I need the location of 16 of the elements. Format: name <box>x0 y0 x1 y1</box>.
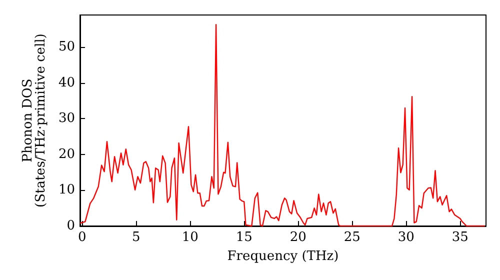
x-tick-label: 10 <box>182 230 198 245</box>
y-axis-title: Phonon DOS (States/THz·primitive cell) <box>20 33 49 208</box>
x-tick-label: 20 <box>290 230 306 245</box>
x-tick-label: 30 <box>398 230 414 245</box>
y-tick-label: 30 <box>58 111 75 126</box>
y-tick-label: 40 <box>58 75 75 90</box>
y-tick-label: 0 <box>66 218 75 234</box>
y-tick-label: 50 <box>58 40 75 55</box>
y-tick-label: 20 <box>58 146 75 162</box>
x-tick-label: 0 <box>78 230 86 245</box>
x-tick-label: 5 <box>132 230 140 245</box>
x-tick-label: 35 <box>452 230 468 245</box>
y-tick-label: 10 <box>58 182 75 198</box>
x-tick-label: 25 <box>344 230 360 245</box>
x-axis-title: Frequency (THz) <box>227 249 339 264</box>
x-tick-label: 15 <box>236 230 252 245</box>
